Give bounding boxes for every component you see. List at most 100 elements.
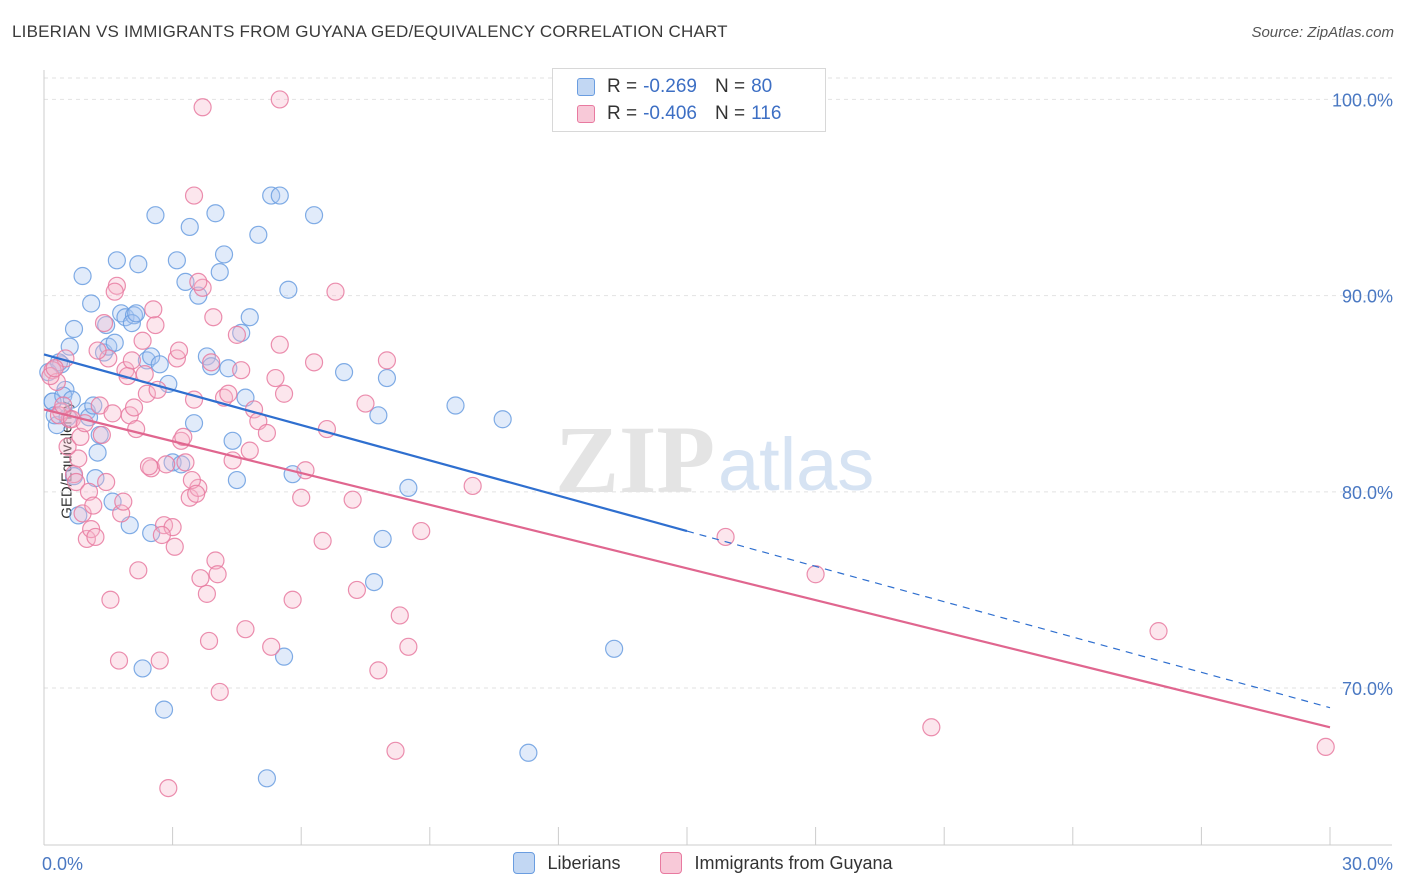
point-guyana bbox=[127, 419, 146, 439]
legend-n-value-guyana: 116 bbox=[751, 103, 782, 124]
point-liberians bbox=[364, 572, 384, 592]
point-guyana bbox=[165, 537, 184, 556]
point-liberians bbox=[446, 396, 465, 415]
point-guyana bbox=[270, 90, 289, 109]
point-liberians bbox=[373, 529, 392, 549]
point-guyana bbox=[69, 449, 88, 468]
point-liberians bbox=[227, 470, 246, 490]
point-guyana bbox=[109, 651, 129, 670]
point-liberians bbox=[146, 206, 165, 225]
watermark-zip: ZIP bbox=[555, 406, 715, 513]
legend-r-value-guyana: -0.406 bbox=[643, 103, 697, 124]
series-legend-liberians[interactable]: Liberians bbox=[513, 852, 620, 874]
point-liberians bbox=[122, 314, 141, 333]
watermark: ZIP atlas bbox=[555, 406, 874, 513]
point-guyana bbox=[219, 384, 238, 403]
point-liberians bbox=[73, 266, 92, 286]
point-guyana bbox=[193, 98, 212, 117]
point-liberians bbox=[214, 245, 234, 264]
point-guyana bbox=[283, 590, 302, 609]
legend-row-guyana: R = -0.406 N = 116 bbox=[577, 101, 781, 127]
point-guyana bbox=[146, 315, 165, 335]
trend-line-liberians bbox=[43, 353, 688, 533]
point-guyana bbox=[144, 300, 163, 319]
point-guyana bbox=[304, 353, 324, 372]
point-liberians bbox=[180, 217, 199, 237]
point-guyana bbox=[390, 606, 409, 625]
point-guyana bbox=[206, 551, 225, 570]
point-guyana bbox=[317, 419, 337, 439]
point-guyana bbox=[236, 620, 255, 639]
point-guyana bbox=[92, 425, 111, 445]
point-liberians bbox=[334, 363, 354, 382]
point-liberians bbox=[274, 647, 294, 666]
point-liberians bbox=[154, 700, 174, 719]
point-guyana bbox=[122, 351, 141, 370]
point-guyana bbox=[174, 427, 193, 446]
point-guyana bbox=[274, 384, 294, 403]
point-liberians bbox=[605, 639, 624, 658]
point-guyana bbox=[386, 741, 405, 760]
point-guyana bbox=[1149, 622, 1168, 641]
point-guyana bbox=[204, 308, 223, 327]
point-guyana bbox=[262, 637, 281, 656]
point-guyana bbox=[292, 488, 311, 507]
point-liberians bbox=[88, 443, 107, 462]
point-guyana bbox=[94, 314, 114, 333]
series-name-guyana: Immigrants from Guyana bbox=[694, 852, 893, 873]
point-liberians bbox=[519, 743, 538, 762]
x-tick-label: 30.0% bbox=[1342, 854, 1393, 874]
point-liberians bbox=[84, 396, 103, 415]
point-guyana bbox=[184, 186, 204, 205]
point-guyana bbox=[326, 282, 345, 301]
point-guyana bbox=[182, 470, 201, 490]
series-name-liberians: Liberians bbox=[547, 852, 621, 873]
axes bbox=[43, 70, 1392, 846]
point-guyana bbox=[197, 584, 216, 603]
point-liberians bbox=[377, 368, 397, 388]
point-liberians bbox=[105, 333, 124, 352]
point-guyana bbox=[114, 492, 133, 511]
point-liberians bbox=[399, 478, 418, 498]
point-liberians bbox=[369, 406, 388, 425]
point-guyana bbox=[199, 631, 219, 651]
point-liberians bbox=[133, 659, 152, 678]
point-guyana bbox=[313, 531, 332, 550]
legend-r-label: R = bbox=[607, 76, 638, 97]
point-guyana bbox=[922, 718, 941, 737]
point-guyana bbox=[79, 482, 99, 501]
point-liberians bbox=[493, 410, 512, 429]
point-guyana bbox=[377, 351, 397, 370]
point-guyana bbox=[169, 341, 189, 360]
point-guyana bbox=[187, 484, 206, 503]
trend-lines bbox=[43, 353, 1331, 729]
point-guyana bbox=[176, 453, 195, 472]
point-liberians bbox=[223, 431, 242, 450]
point-guyana bbox=[369, 661, 388, 680]
grid-lines bbox=[44, 77, 1392, 689]
watermark-atlas: atlas bbox=[718, 423, 874, 506]
point-guyana bbox=[347, 580, 367, 600]
y-tick-label: 70.0% bbox=[1342, 679, 1393, 699]
point-liberians bbox=[210, 262, 229, 282]
point-guyana bbox=[139, 457, 159, 476]
y-tick-label: 90.0% bbox=[1342, 287, 1393, 307]
point-liberians bbox=[184, 414, 204, 433]
point-liberians bbox=[107, 251, 126, 270]
point-liberians bbox=[176, 272, 195, 291]
point-guyana bbox=[88, 341, 107, 360]
point-guyana bbox=[399, 637, 418, 656]
correlation-legend: R = -0.269 N = 80 R = -0.406 N = 116 bbox=[552, 68, 826, 132]
point-guyana bbox=[1316, 737, 1335, 756]
point-liberians bbox=[240, 308, 259, 327]
point-liberians bbox=[60, 337, 79, 356]
legend-swatch-liberians bbox=[577, 78, 595, 96]
series-legend: Liberians Immigrants from Guyana bbox=[0, 852, 1406, 874]
legend-row-liberians: R = -0.269 N = 80 bbox=[577, 74, 772, 100]
series-legend-guyana[interactable]: Immigrants from Guyana bbox=[660, 852, 893, 874]
data-points bbox=[39, 90, 1335, 798]
point-guyana bbox=[97, 472, 116, 492]
legend-r-label: R = bbox=[607, 103, 638, 124]
point-liberians bbox=[167, 251, 186, 270]
